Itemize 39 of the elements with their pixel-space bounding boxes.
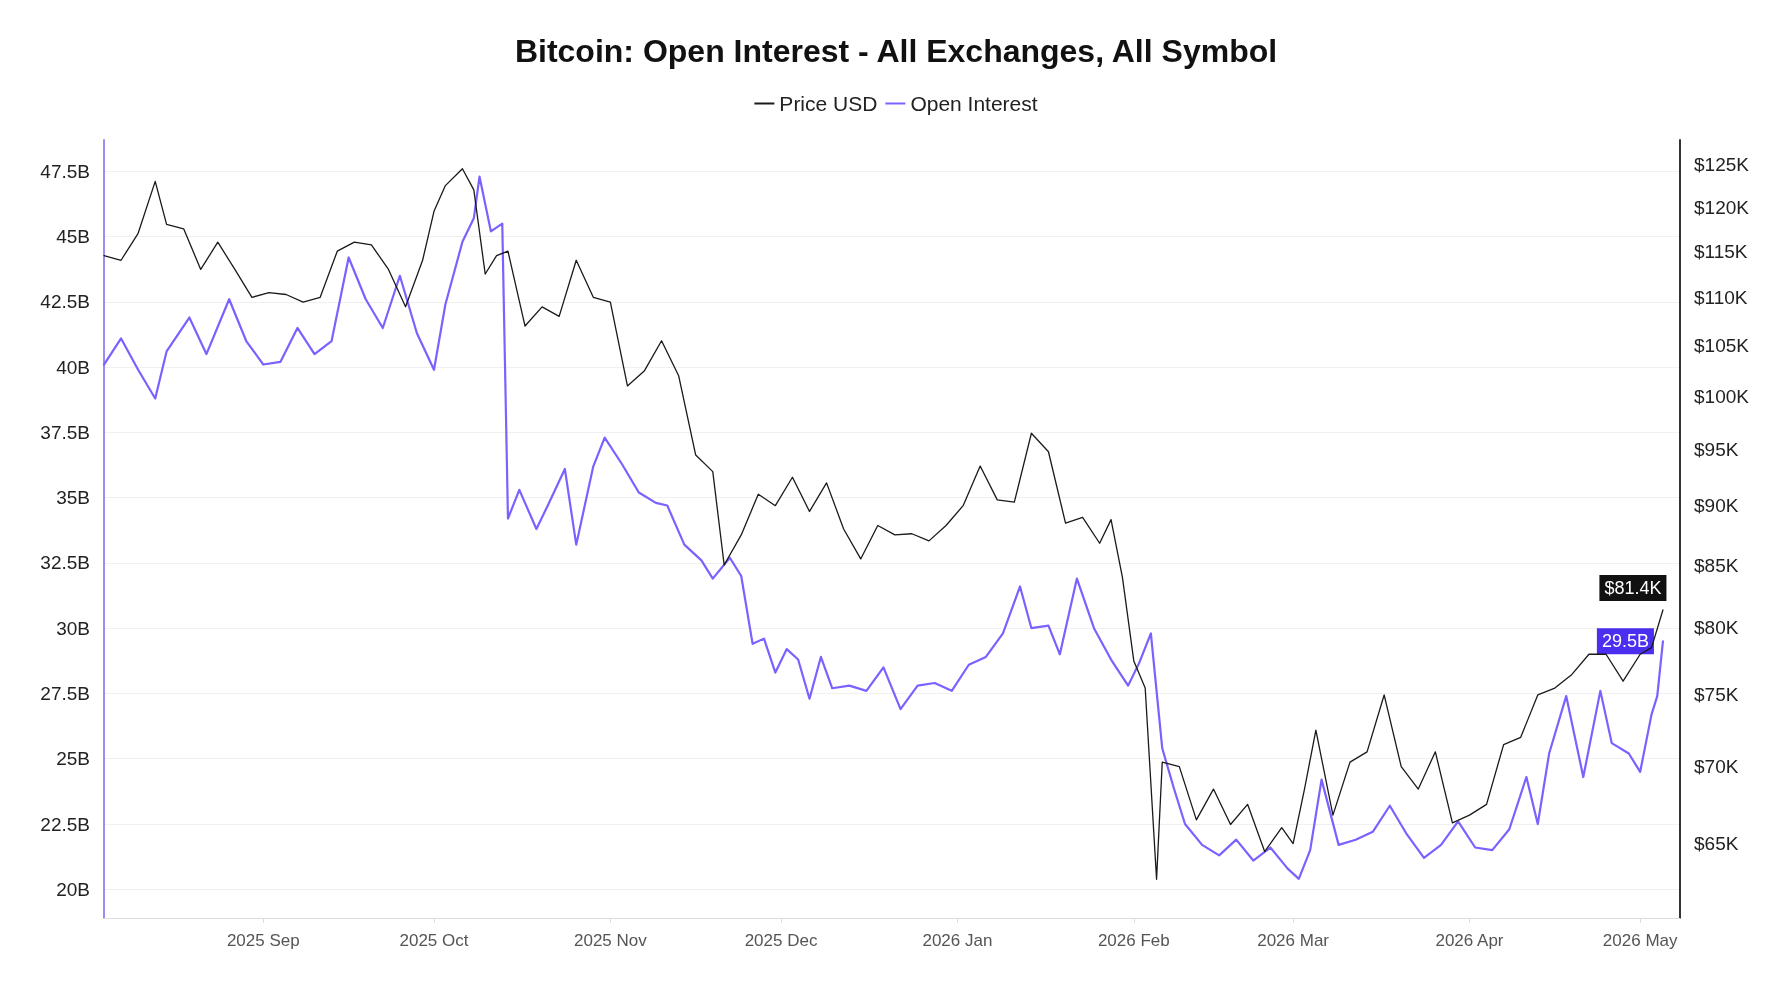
legend-label: Price USD (779, 92, 878, 115)
x-tick-label: 2025 Sep (226, 931, 300, 950)
y2-tick-label: $120K (1694, 196, 1750, 218)
x-tick-label: 2026 Jan (922, 931, 993, 950)
data-label: $81.4K (1604, 577, 1662, 598)
y2-tick-label: $70K (1694, 756, 1739, 778)
y2-tick-label: $105K (1694, 335, 1750, 357)
y2-tick-label: $65K (1694, 833, 1739, 855)
chart-title: Bitcoin: Open Interest - All Exchanges, All Symbol (514, 33, 1278, 69)
y2-tick-label: $75K (1694, 684, 1739, 706)
y-tick-label: 32.5B (40, 552, 90, 574)
y2-tick-label: $115K (1694, 240, 1748, 262)
y-tick-label: 22.5B (40, 813, 90, 835)
data-label: 29.5B (1601, 631, 1649, 652)
y2-tick-label: $85K (1694, 554, 1739, 576)
y2-tick-label: $125K (1694, 154, 1750, 176)
x-tick-label: 2025 Nov (573, 931, 648, 950)
legend-label: Open Interest (910, 92, 1038, 115)
y-tick-label: 47.5B (40, 160, 90, 182)
x-tick-label: 2025 Oct (399, 931, 469, 950)
y2-tick-label: $100K (1694, 385, 1750, 407)
x-tick-label: 2026 May (1602, 931, 1678, 950)
y2-tick-label: $90K (1694, 495, 1739, 517)
y-tick-label: 42.5B (40, 291, 90, 313)
y2-tick-label: $95K (1694, 439, 1739, 461)
y-tick-label: 30B (56, 617, 90, 639)
x-tick-label: 2025 Dec (744, 931, 818, 950)
x-tick-label: 2026 Mar (1257, 931, 1330, 950)
y-tick-label: 37.5B (40, 421, 90, 443)
x-tick-label: 2026 Feb (1097, 931, 1170, 950)
y2-tick-label: $110K (1694, 286, 1748, 308)
y-tick-label: 27.5B (40, 682, 90, 704)
y-tick-label: 40B (56, 356, 90, 378)
y-tick-label: 25B (56, 748, 90, 770)
x-tick-label: 2026 Apr (1435, 931, 1504, 950)
y-tick-label: 45B (56, 226, 90, 248)
y2-tick-label: $80K (1694, 617, 1739, 639)
y-tick-label: 20B (56, 878, 90, 900)
y-tick-label: 35B (56, 487, 90, 509)
